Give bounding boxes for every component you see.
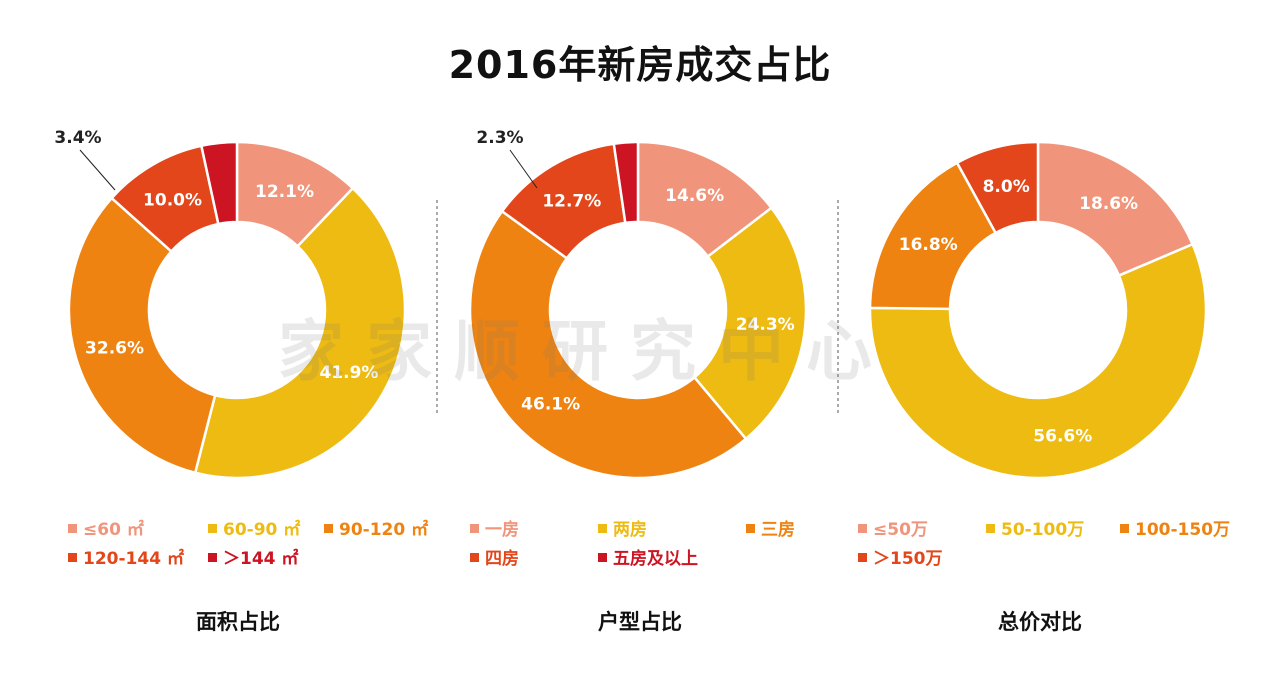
donut-slice	[868, 161, 998, 311]
legend-item: 一房	[470, 515, 519, 540]
legend-label: 50-100万	[1001, 520, 1085, 540]
legend-item: 三房	[746, 515, 795, 540]
legend-swatch	[208, 524, 217, 533]
legend-label: ＞144 ㎡	[223, 549, 299, 569]
legend-label: 90-120 ㎡	[339, 520, 429, 540]
callout-line	[509, 149, 538, 189]
legend-label: 100-150万	[1135, 520, 1231, 540]
legend-swatch	[1120, 524, 1129, 533]
legend-label: 60-90 ㎡	[223, 520, 301, 540]
legend-label: ≤50万	[873, 520, 928, 540]
slice-value-label: 46.1%	[521, 395, 580, 415]
chart-caption-layout: 户型占比	[598, 610, 682, 634]
legend-label: 两房	[613, 520, 647, 540]
donut-slice	[612, 140, 640, 225]
slice-value-label: 8.0%	[983, 177, 1030, 197]
callout-line	[79, 149, 116, 191]
legend-item: 两房	[598, 515, 647, 540]
legend-swatch	[598, 524, 607, 533]
slice-value-label: 10.0%	[143, 190, 202, 210]
donut-slice	[193, 186, 407, 480]
donut-slice	[1036, 140, 1195, 278]
slice-value-label: 12.1%	[255, 182, 314, 202]
slice-value-label: 12.7%	[542, 191, 601, 211]
chart-caption-area: 面积占比	[196, 610, 280, 634]
legend-item: 100-150万	[1120, 515, 1230, 540]
legend-swatch	[470, 553, 479, 562]
slice-value-label: 2.3%	[476, 128, 523, 148]
legend-swatch	[858, 553, 867, 562]
legend-item: 四房	[470, 544, 519, 569]
legend-label: 120-144 ㎡	[83, 549, 184, 569]
legend-swatch	[746, 524, 755, 533]
slice-value-label: 3.4%	[54, 128, 101, 148]
legend-item: ≤60 ㎡	[68, 515, 144, 540]
legend-swatch	[858, 524, 867, 533]
donut-chart-2: 14.6% 24.3% 46.1% 12.7% 2.3%	[468, 128, 808, 480]
donut-slice	[67, 196, 217, 475]
legend-item: 50-100万	[986, 515, 1084, 540]
legend-item: 60-90 ㎡	[208, 515, 300, 540]
legend-swatch	[68, 553, 77, 562]
legend-item: ＞150万	[858, 544, 943, 569]
legend-label: ＞150万	[873, 549, 943, 569]
slice-value-label: 41.9%	[319, 363, 378, 383]
legend-swatch	[598, 553, 607, 562]
legend-label: 三房	[761, 520, 795, 540]
legend-item: 五房及以上	[598, 544, 698, 569]
donut-slice	[692, 206, 808, 441]
legend-item: ≤50万	[858, 515, 928, 540]
legend-swatch	[470, 524, 479, 533]
legend-swatch	[986, 524, 995, 533]
donut-slice	[955, 140, 1040, 235]
legend-item: 120-144 ㎡	[68, 544, 184, 569]
slice-value-label: 56.6%	[1033, 427, 1092, 447]
slice-value-label: 32.6%	[85, 338, 144, 358]
legend-swatch	[68, 524, 77, 533]
slice-value-label: 18.6%	[1079, 194, 1138, 214]
donut-slice	[468, 209, 748, 480]
legend-item: 90-120 ㎡	[324, 515, 428, 540]
legend-label: 四房	[485, 549, 519, 569]
legend-label: 一房	[485, 520, 519, 540]
legend-label: ≤60 ㎡	[83, 520, 144, 540]
chart-title: 2016年新房成交占比	[448, 43, 832, 87]
chart-caption-price: 总价对比	[998, 610, 1082, 634]
slice-value-label: 24.3%	[736, 315, 795, 335]
legend-item: ＞144 ㎡	[208, 544, 298, 569]
donut-slice	[868, 242, 1208, 480]
donut-chart-3: 18.6% 56.6% 16.8% 8.0%	[868, 140, 1208, 480]
donut-slice	[199, 140, 239, 226]
slice-value-label: 14.6%	[665, 186, 724, 206]
legend-swatch	[324, 524, 333, 533]
legend-swatch	[208, 553, 217, 562]
slice-value-label: 16.8%	[899, 235, 958, 255]
donut-chart-1: 12.1% 41.9% 32.6% 10.0% 3.4%	[54, 128, 407, 480]
legend-label: 五房及以上	[613, 549, 698, 569]
